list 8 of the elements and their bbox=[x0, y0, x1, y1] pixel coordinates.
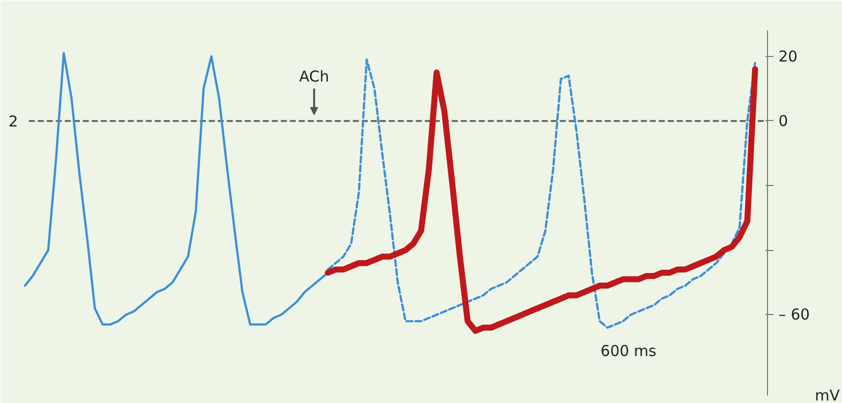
annotation: ACh bbox=[299, 67, 330, 86]
line-series bbox=[24, 52, 329, 326]
y-tick-label: 0 bbox=[778, 112, 788, 130]
text: 2 bbox=[8, 112, 18, 130]
y-tick-label: – 60 bbox=[778, 306, 810, 324]
annotation: 600 ms bbox=[600, 342, 657, 360]
y-axis-title: mV bbox=[814, 386, 840, 403]
y-tick-label: 20 bbox=[778, 47, 798, 66]
